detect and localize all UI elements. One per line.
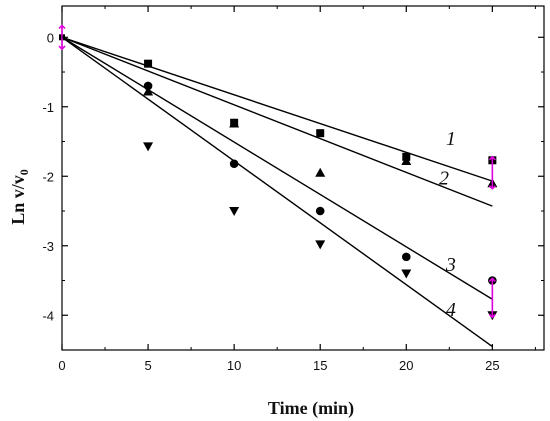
x-axis-title: Time (min) bbox=[268, 398, 354, 419]
series-label-2: 2 bbox=[439, 168, 449, 190]
fit-line-1 bbox=[61, 36, 493, 182]
data-point-series-2 bbox=[315, 167, 326, 177]
fit-line-4 bbox=[61, 36, 493, 348]
data-point-series-2 bbox=[143, 86, 154, 96]
x-tick-label: 20 bbox=[399, 358, 413, 373]
data-point-series-3 bbox=[401, 252, 411, 262]
x-tick-label: 15 bbox=[313, 358, 327, 373]
plot-frame bbox=[61, 5, 545, 351]
y-axis-title-subscript: 0 bbox=[17, 169, 31, 175]
series-label-3: 3 bbox=[445, 254, 456, 276]
x-tick-label: 0 bbox=[58, 358, 65, 373]
error-bar-cap-bottom bbox=[488, 185, 496, 190]
x-tick-label: 25 bbox=[485, 358, 499, 373]
error-bar-cap-top bbox=[488, 155, 496, 161]
plot-border bbox=[61, 5, 545, 351]
y-tick-label: -2 bbox=[42, 169, 54, 184]
fit-line-3 bbox=[61, 36, 493, 300]
x-ticks: 0 5 10 15 20 25 bbox=[58, 6, 536, 373]
fit-lines bbox=[61, 36, 493, 348]
series-label-1: 1 bbox=[446, 128, 456, 150]
y-ticks: 0 -1 -2 -3 -4 bbox=[42, 30, 544, 323]
x-tick-label: 5 bbox=[144, 358, 151, 373]
x-tick-label: 10 bbox=[227, 358, 241, 373]
data-point-series-3 bbox=[229, 159, 239, 169]
y-axis-title: Ln v/v0 bbox=[8, 169, 31, 225]
data-point-series-4 bbox=[315, 240, 326, 250]
y-axis-title-main: Ln v/v bbox=[8, 175, 28, 225]
data-point-series-4 bbox=[229, 207, 240, 217]
error-bar-cap-top bbox=[58, 24, 66, 30]
data-point-series-1 bbox=[144, 59, 153, 68]
data-point-series-4 bbox=[401, 269, 412, 279]
data-point-series-2 bbox=[229, 118, 240, 128]
series-label-4: 4 bbox=[446, 299, 456, 321]
data-point-series-4 bbox=[143, 142, 154, 152]
error-bar-cap-bottom bbox=[488, 313, 496, 319]
data-point-series-1 bbox=[316, 129, 325, 138]
data-markers bbox=[59, 34, 498, 321]
data-point-series-3 bbox=[143, 81, 153, 91]
error-bars bbox=[58, 24, 496, 319]
series-labels: 1 2 3 4 bbox=[439, 128, 456, 321]
y-tick-label: -1 bbox=[42, 100, 54, 115]
data-point-series-2 bbox=[401, 155, 412, 165]
data-point-series-3 bbox=[315, 206, 325, 216]
fit-line-2 bbox=[61, 36, 493, 207]
y-tick-label: -4 bbox=[42, 308, 54, 323]
y-tick-label: 0 bbox=[47, 30, 54, 45]
error-bar-cap-bottom bbox=[58, 45, 66, 51]
error-bar-cap-top bbox=[488, 277, 496, 282]
y-tick-label: -3 bbox=[42, 239, 54, 254]
